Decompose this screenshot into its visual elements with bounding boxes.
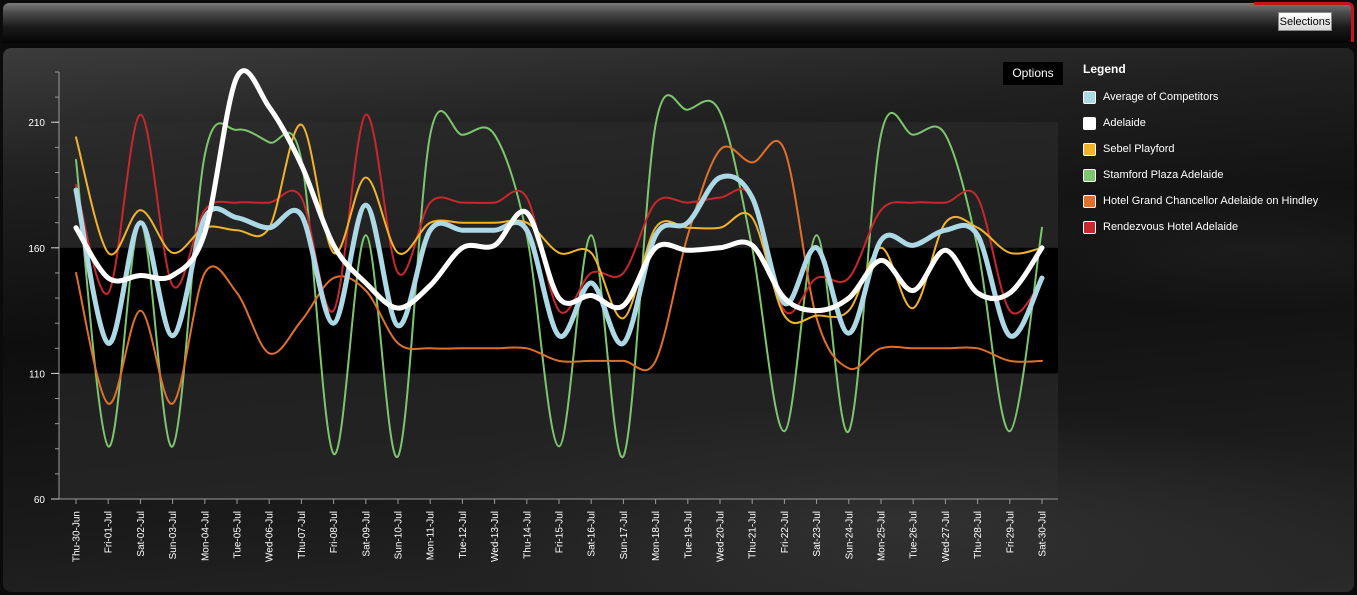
legend-item-label: Rendezvous Hotel Adelaide — [1103, 221, 1239, 233]
legend-item-label: Average of Competitors — [1103, 91, 1219, 103]
x-tick-label: Tue-26-Jul — [909, 511, 920, 558]
top-toolbar — [3, 3, 1354, 43]
y-tick-label: 60 — [34, 495, 46, 506]
x-tick-label: Fri-15-Jul — [555, 511, 566, 553]
legend: Legend Average of Competitors Adelaide S… — [1083, 62, 1353, 240]
x-tick-label: Sat-30-Jul — [1038, 511, 1049, 557]
legend-item-stamford-plaza-adelaide[interactable]: Stamford Plaza Adelaide — [1083, 162, 1353, 188]
y-tick-label: 160 — [28, 244, 45, 255]
legend-item-label: Sebel Playford — [1103, 143, 1175, 155]
toolbar-accent — [1254, 2, 1354, 42]
x-tick-label: Thu-21-Jul — [748, 511, 759, 559]
legend-item-label: Hotel Grand Chancellor Adelaide on Hindl… — [1103, 195, 1319, 207]
x-tick-label: Wed-20-Jul — [716, 511, 727, 562]
x-tick-label: Sun-17-Jul — [619, 511, 630, 559]
legend-swatch — [1083, 168, 1096, 182]
series-line-rendezvous-hotel-adelaide — [75, 113, 1043, 315]
legend-swatch — [1083, 90, 1096, 104]
series-line-adelaide — [73, 68, 1045, 314]
x-tick-label: Thu-07-Jul — [297, 511, 308, 559]
x-tick-label: Mon-04-Jul — [200, 511, 211, 561]
x-tick-label: Sat-09-Jul — [361, 511, 372, 557]
y-tick-label: 110 — [29, 369, 45, 380]
x-tick-label: Sun-03-Jul — [168, 511, 179, 559]
legend-item-average-of-competitors[interactable]: Average of Competitors — [1083, 84, 1353, 110]
x-tick-label: Sat-16-Jul — [587, 511, 598, 557]
x-tick-label: Thu-28-Jul — [973, 511, 984, 559]
x-tick-label: Sat-23-Jul — [812, 511, 823, 557]
x-tick-label: Tue-12-Jul — [458, 511, 469, 558]
chart-series — [73, 68, 1045, 458]
legend-swatch — [1083, 194, 1096, 208]
x-tick-label: Thu-30-Jun — [72, 511, 83, 562]
selections-button[interactable]: Selections — [1278, 12, 1332, 31]
y-tick-label: 210 — [28, 118, 45, 129]
series-line-hotel-grand-chancellor-adelaide-on-hindley — [75, 139, 1043, 405]
x-tick-label: Sun-10-Jul — [394, 511, 405, 559]
x-tick-label: Wed-06-Jul — [265, 511, 276, 562]
x-tick-label: Fri-29-Jul — [1005, 511, 1016, 553]
legend-swatch — [1083, 142, 1096, 156]
x-tick-label: Tue-05-Jul — [233, 511, 244, 558]
x-tick-label: Tue-19-Jul — [683, 511, 694, 558]
legend-item-sebel-playford[interactable]: Sebel Playford — [1083, 136, 1353, 162]
x-tick-label: Sun-24-Jul — [844, 511, 855, 559]
x-tick-label: Fri-22-Jul — [780, 511, 791, 553]
x-tick-label: Sat-02-Jul — [136, 511, 147, 557]
legend-item-label: Stamford Plaza Adelaide — [1103, 169, 1224, 181]
options-button[interactable]: Options — [1003, 62, 1063, 85]
x-tick-label: Thu-14-Jul — [522, 511, 533, 559]
x-tick-label: Mon-11-Jul — [426, 511, 437, 560]
x-tick-label: Fri-08-Jul — [329, 511, 340, 553]
chart-band — [59, 373, 1058, 499]
legend-swatch — [1083, 116, 1096, 130]
chart-band — [59, 122, 1058, 248]
legend-title: Legend — [1083, 62, 1126, 76]
legend-item-label: Adelaide — [1103, 117, 1146, 129]
legend-item-hotel-grand-chancellor[interactable]: Hotel Grand Chancellor Adelaide on Hindl… — [1083, 188, 1353, 214]
legend-item-adelaide[interactable]: Adelaide — [1083, 110, 1353, 136]
x-tick-label: Fri-01-Jul — [104, 511, 115, 553]
legend-item-rendezvous-hotel-adelaide[interactable]: Rendezvous Hotel Adelaide — [1083, 214, 1353, 240]
chart-axes: 60 110 160 210 Thu-30-Jun Fri-01-Jul Sat-02-Ju… — [28, 71, 1058, 562]
x-tick-label: Wed-27-Jul — [941, 511, 952, 562]
legend-swatch — [1083, 220, 1096, 234]
x-tick-label: Wed-13-Jul — [490, 511, 501, 562]
x-tick-label: Mon-25-Jul — [877, 511, 888, 561]
x-tick-label: Mon-18-Jul — [651, 511, 662, 561]
